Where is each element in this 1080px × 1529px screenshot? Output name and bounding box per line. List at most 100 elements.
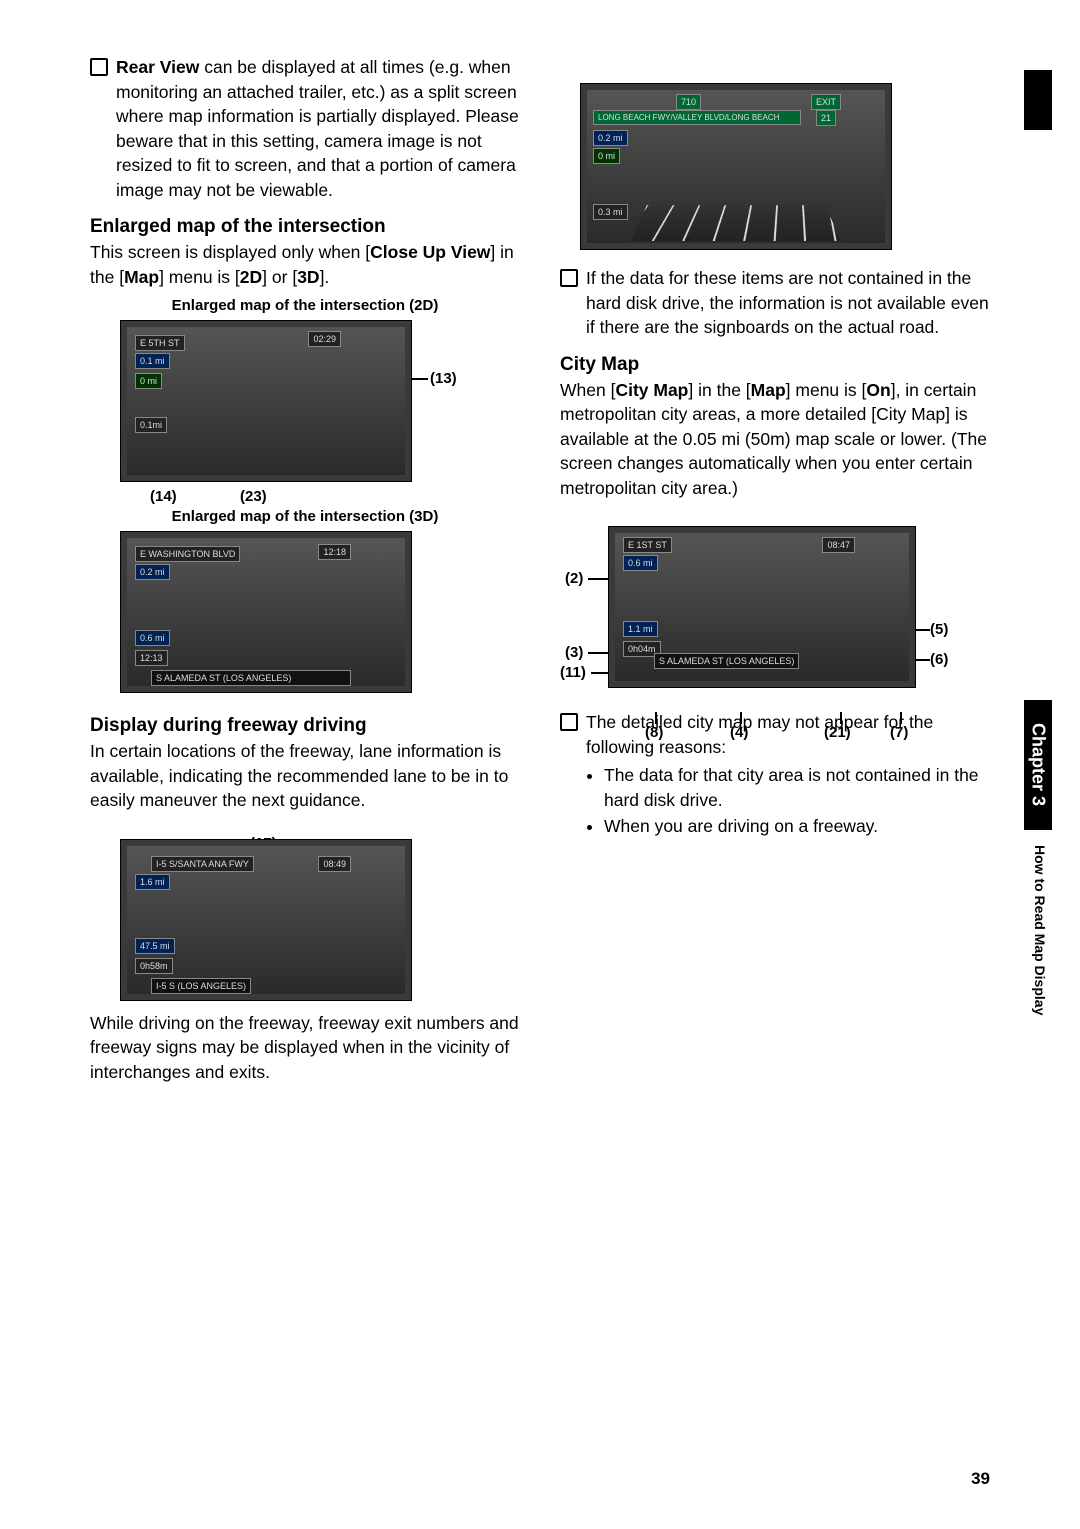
right-column: (18) (19) 710 LONG BEACH FWY/VALLEY BLVD… bbox=[560, 55, 990, 1092]
ss-exitnum: 21 bbox=[816, 110, 836, 126]
figure-3d: E WASHINGTON BLVD 0.2 mi 0.6 mi 12:13 12… bbox=[120, 531, 410, 693]
ss-d1: 1.6 mi bbox=[135, 874, 170, 890]
l bbox=[591, 672, 608, 674]
ss-clock: 08:49 bbox=[318, 856, 351, 872]
left-column: Rear View can be displayed at all times … bbox=[90, 55, 520, 1092]
ss-street: E 5TH ST bbox=[135, 335, 185, 351]
t: ] in the [ bbox=[688, 380, 750, 400]
ss-bottom: S ALAMEDA ST (LOS ANGELES) bbox=[654, 653, 799, 669]
ss-bottom: I-5 S (LOS ANGELES) bbox=[151, 978, 251, 994]
side-chapter-sub: How to Read Map Display bbox=[1032, 845, 1048, 1015]
b: Map bbox=[751, 380, 786, 400]
ss-d1: 0.6 mi bbox=[623, 555, 658, 571]
heading-city: City Map bbox=[560, 354, 990, 376]
side-chapter-box: Chapter 3 bbox=[1024, 700, 1052, 830]
ss-clock: 08:47 bbox=[822, 537, 855, 553]
c5: (5) bbox=[930, 621, 948, 638]
page-number: 39 bbox=[971, 1469, 990, 1489]
side-navi-label: NAVI bbox=[1032, 85, 1047, 115]
b: On bbox=[866, 380, 890, 400]
ss-d1: 0.2 mi bbox=[135, 564, 170, 580]
b: 3D bbox=[297, 267, 319, 287]
l bbox=[840, 712, 842, 724]
lane-graphic bbox=[631, 205, 841, 241]
note-icon bbox=[90, 58, 108, 76]
t: ] or [ bbox=[262, 267, 297, 287]
note-icon bbox=[560, 269, 578, 287]
c6: (6) bbox=[930, 651, 948, 668]
l bbox=[588, 578, 608, 580]
ss-d2: 47.5 mi bbox=[135, 938, 175, 954]
c11: (11) bbox=[560, 664, 586, 681]
c3: (3) bbox=[565, 644, 583, 661]
ss-clock: 12:18 bbox=[318, 544, 351, 560]
screenshot-fwy: I-5 S/SANTA ANA FWY 1.6 mi 47.5 mi 0h58m… bbox=[120, 839, 412, 1001]
ss-d2: 0 mi bbox=[135, 373, 162, 389]
c4: (4) bbox=[730, 724, 748, 741]
ss-route: 710 bbox=[676, 94, 701, 110]
callout-14: (14) bbox=[150, 488, 177, 505]
enlarged-desc: This screen is displayed only when [Clos… bbox=[90, 240, 520, 289]
ss-d2: 0.6 mi bbox=[135, 630, 170, 646]
exit-note-text: If the data for these items are not cont… bbox=[586, 266, 990, 340]
l bbox=[916, 629, 930, 631]
rear-view-body: can be displayed at all times (e.g. when… bbox=[116, 57, 519, 200]
figure-city: (1) (10) (20) (2) (3) (11) (5) (6) (8) (… bbox=[560, 526, 950, 688]
ss-top: I-5 S/SANTA ANA FWY bbox=[151, 856, 254, 872]
ss-d1: 0.2 mi bbox=[593, 130, 628, 146]
callout-13: (13) bbox=[430, 370, 457, 387]
t: ] menu is [ bbox=[786, 380, 867, 400]
screenshot-exit: 710 LONG BEACH FWY/VALLEY BLVD/LONG BEAC… bbox=[580, 83, 892, 250]
ss-bottom: S ALAMEDA ST (LOS ANGELES) bbox=[151, 670, 351, 686]
ss-street: E WASHINGTON BLVD bbox=[135, 546, 240, 562]
line bbox=[412, 378, 428, 380]
b: 2D bbox=[240, 267, 262, 287]
ss-sign: LONG BEACH FWY/VALLEY BLVD/LONG BEACH bbox=[593, 110, 801, 125]
l bbox=[740, 712, 742, 724]
freeway-desc: In certain locations of the freeway, lan… bbox=[90, 739, 520, 813]
figure-exit: (18) (19) 710 LONG BEACH FWY/VALLEY BLVD… bbox=[580, 83, 910, 250]
t: ]. bbox=[320, 267, 330, 287]
ss-d1: 0.1 mi bbox=[135, 353, 170, 369]
screenshot-3d: E WASHINGTON BLVD 0.2 mi 0.6 mi 12:13 12… bbox=[120, 531, 412, 693]
list-item: When you are driving on a freeway. bbox=[604, 814, 990, 839]
figure-2d: E 5TH ST 0.1 mi 0 mi 0.1mi 02:29 (13) (1… bbox=[120, 320, 450, 482]
t: ] menu is [ bbox=[159, 267, 240, 287]
ss-d2: 0 mi bbox=[593, 148, 620, 164]
rear-view-text: Rear View can be displayed at all times … bbox=[116, 55, 520, 202]
caption-2d: Enlarged map of the intersection (2D) bbox=[90, 297, 520, 314]
freeway-desc2: While driving on the freeway, freeway ex… bbox=[90, 1011, 520, 1085]
note-icon bbox=[560, 713, 578, 731]
rear-view-bold: Rear View bbox=[116, 57, 199, 77]
manual-page: NAVI Chapter 3 How to Read Map Display R… bbox=[0, 0, 1080, 1529]
screenshot-2d: E 5TH ST 0.1 mi 0 mi 0.1mi 02:29 bbox=[120, 320, 412, 482]
t: This screen is displayed only when [ bbox=[90, 242, 370, 262]
screenshot-city: E 1ST ST 0.6 mi 1.1 mi 0h04m 08:47 S ALA… bbox=[608, 526, 916, 688]
ss-d3: 0.3 mi bbox=[593, 204, 628, 220]
callout-23: (23) bbox=[240, 488, 267, 505]
ss-d2: 1.1 mi bbox=[623, 621, 658, 637]
ss-street: E 1ST ST bbox=[623, 537, 672, 553]
city-bullet-list: The data for that city area is not conta… bbox=[560, 763, 990, 839]
l bbox=[655, 712, 657, 724]
ss-exit: EXIT bbox=[811, 94, 841, 110]
figure-freeway: (17) I-5 S/SANTA ANA FWY 1.6 mi 47.5 mi … bbox=[120, 839, 410, 1001]
t: When [ bbox=[560, 380, 615, 400]
c7: (7) bbox=[890, 724, 908, 741]
side-chapter-label: Chapter 3 bbox=[1028, 723, 1049, 806]
ss-time: 02:29 bbox=[308, 331, 341, 347]
city-desc: When [City Map] in the [Map] menu is [On… bbox=[560, 378, 990, 501]
rear-view-note: Rear View can be displayed at all times … bbox=[90, 55, 520, 202]
city-note-row: The detailed city map may not appear for… bbox=[560, 710, 990, 759]
caption-3d: Enlarged map of the intersection (3D) bbox=[90, 508, 520, 525]
l bbox=[588, 652, 608, 654]
ss-d3: 0h58m bbox=[135, 958, 173, 974]
list-item: The data for that city area is not conta… bbox=[604, 763, 990, 812]
b: Map bbox=[124, 267, 159, 287]
c21: (21) bbox=[824, 724, 851, 741]
exit-note-row: If the data for these items are not cont… bbox=[560, 266, 990, 340]
ss-d3: 0.1mi bbox=[135, 417, 167, 433]
two-column-layout: Rear View can be displayed at all times … bbox=[90, 55, 990, 1092]
ss-time: 12:13 bbox=[135, 650, 168, 666]
b: City Map bbox=[615, 380, 688, 400]
